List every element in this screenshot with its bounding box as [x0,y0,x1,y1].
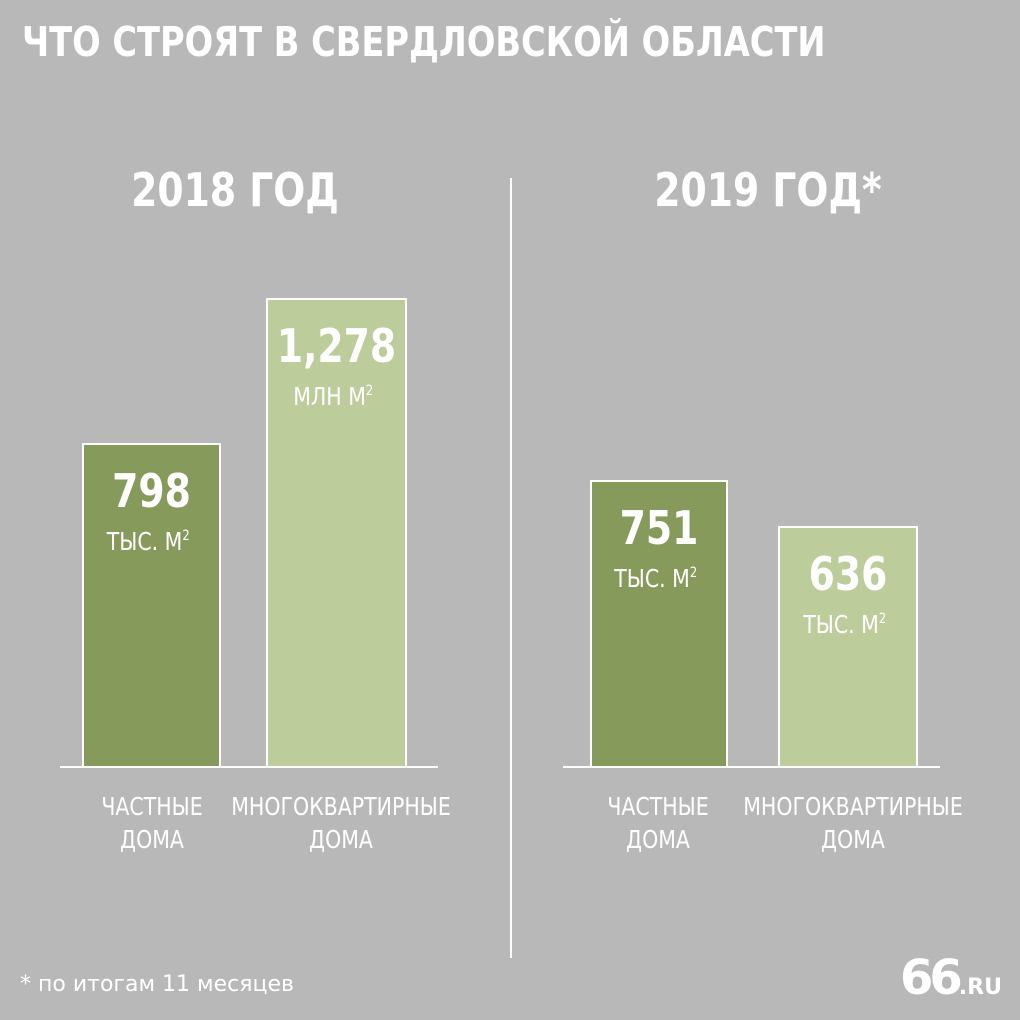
category-label-apartment-2018: МНОГОКВАРТИРНЫЕ ДОМА [230,790,451,856]
bar-value-label: 751 [620,501,699,555]
logo-number: 66 [900,950,963,1006]
bar-unit-label: ТЫС. М2 [106,528,190,557]
category-label-line: ДОМА [120,825,184,854]
category-label-line: ДОМА [821,825,885,854]
unit-superscript: 2 [366,383,373,399]
bar-2019-apartment [778,526,918,768]
bar-value-label: 798 [112,464,191,518]
bar-unit-label: ТЫС. М2 [613,565,697,594]
bar-2018-apartment [266,298,407,768]
category-label-line: ЧАСТНЫЕ [101,792,203,821]
category-label-line: МНОГОКВАРТИРНЫЕ [231,792,451,821]
category-label-line: МНОГОКВАРТИРНЫЕ [743,792,963,821]
bar-unit-label: МЛН М2 [293,383,373,412]
chart-title: ЧТО СТРОЯТ В СВЕРДЛОВСКОЙ ОБЛАСТИ [22,18,826,66]
panel-title-2019: 2019 ГОД* [654,163,882,217]
category-label-line: ДОМА [309,825,373,854]
category-label-apartment-2019: МНОГОКВАРТИРНЫЕ ДОМА [742,790,963,856]
bar-unit-label: ТЫС. М2 [802,611,886,640]
panel-title-2018: 2018 ГОД [131,163,339,217]
site-logo: 66.RU [900,948,1002,1019]
unit-superscript: 2 [182,528,189,544]
logo-suffix: .RU [958,975,1002,1000]
unit-superscript: 2 [879,611,886,627]
bar-value-label: 1,278 [277,319,396,373]
unit-superscript: 2 [690,565,697,581]
bar-value-label: 636 [809,547,888,601]
bar-2019-private [590,480,728,768]
category-label-line: ДОМА [626,825,690,854]
panel-divider [510,178,512,958]
category-label-private-2018: ЧАСТНЫЕ ДОМА [70,790,234,856]
category-label-line: ЧАСТНЫЕ [607,792,709,821]
footnote: * по итогам 11 месяцев [20,972,294,997]
category-label-private-2019: ЧАСТНЫЕ ДОМА [576,790,740,856]
